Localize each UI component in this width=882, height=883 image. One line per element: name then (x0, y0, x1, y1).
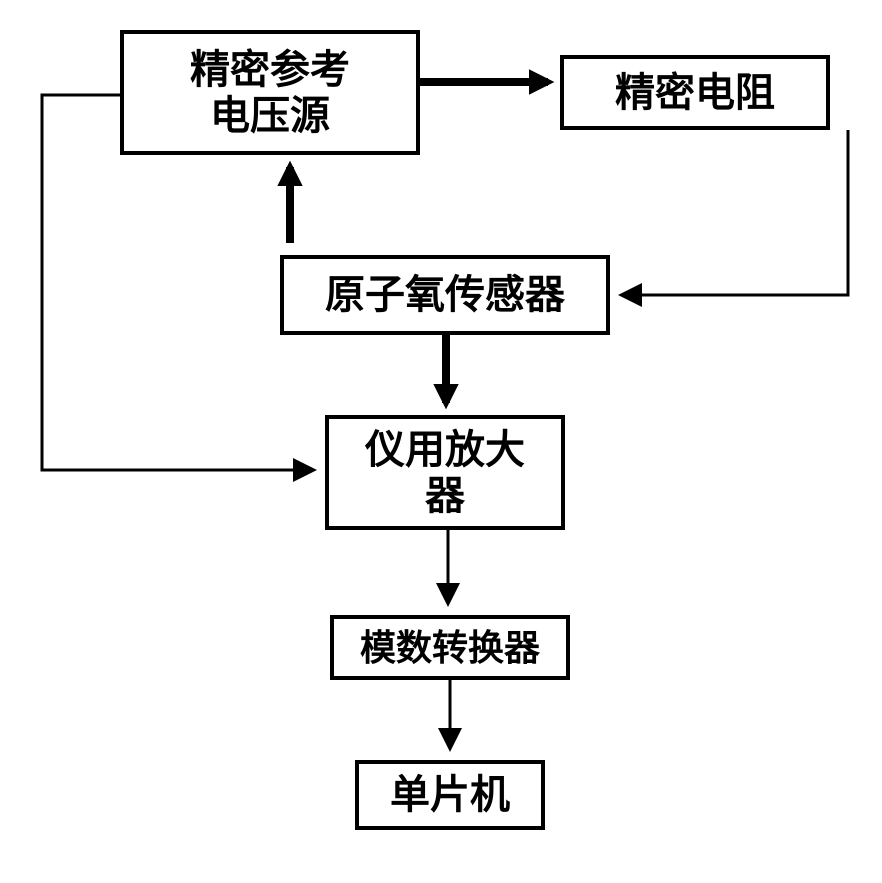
node-label: 精密电阻 (615, 70, 775, 116)
node-precision-resistor: 精密电阻 (560, 55, 830, 130)
node-instrumentation-amplifier: 仪用放大器 (325, 415, 565, 530)
node-label: 单片机 (390, 772, 510, 818)
node-mcu: 单片机 (355, 760, 545, 830)
node-label: 原子氧传感器 (325, 272, 565, 318)
node-adc: 模数转换器 (330, 615, 570, 680)
node-label: 模数转换器 (360, 627, 540, 668)
node-label: 精密参考电压源 (190, 47, 350, 139)
node-atomic-oxygen-sensor: 原子氧传感器 (280, 255, 610, 335)
node-voltage-source: 精密参考电压源 (120, 30, 420, 155)
node-label: 仪用放大器 (365, 427, 525, 519)
edge-resistor-to-sensor (622, 130, 848, 295)
